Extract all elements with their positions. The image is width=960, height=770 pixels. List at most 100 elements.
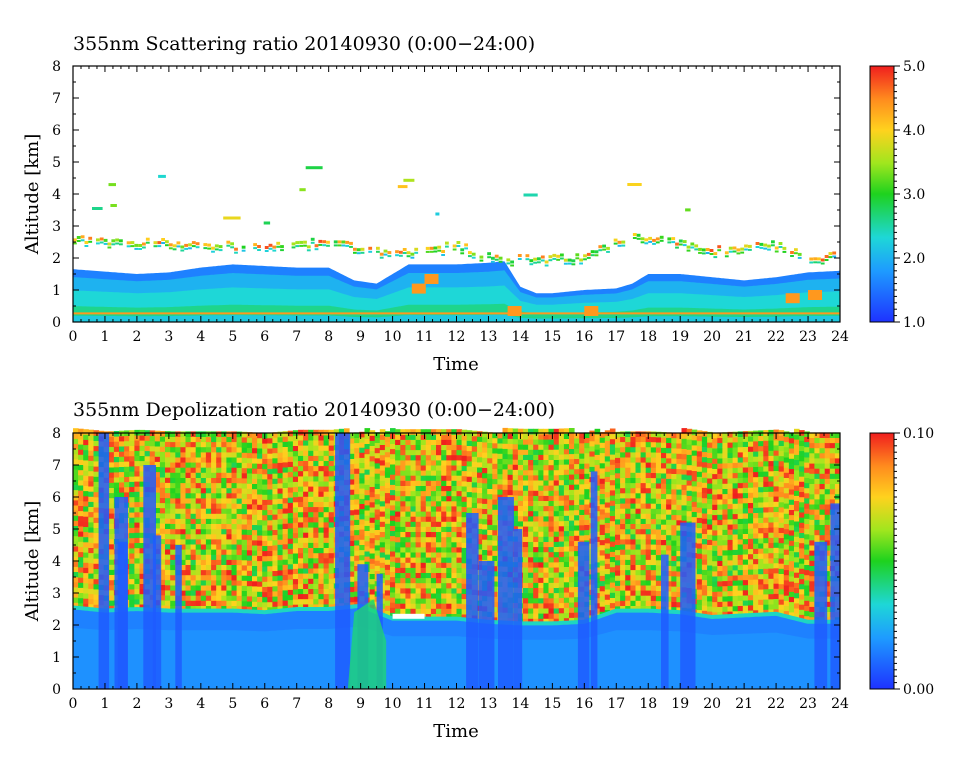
depol-cell <box>425 521 432 527</box>
depol-cell <box>655 472 662 479</box>
depol-cell <box>512 505 519 511</box>
depol-cell <box>471 497 478 503</box>
depol-cell <box>461 455 468 461</box>
depol-cell <box>88 583 94 589</box>
depol-cell <box>676 560 682 567</box>
depol-cell <box>645 523 652 530</box>
depol-cell <box>722 606 728 612</box>
depol-cell <box>533 526 539 532</box>
depol-cell <box>364 453 371 460</box>
depol-cell <box>165 446 171 453</box>
cloud-contour-cell <box>303 244 307 247</box>
depol-cell <box>604 450 611 457</box>
cloud-contour-cell <box>172 248 177 251</box>
depol-cell <box>170 544 176 550</box>
depol-cell <box>477 528 483 535</box>
depol-cell <box>93 491 100 498</box>
depol-cell <box>374 524 381 530</box>
depol-cell <box>436 587 442 594</box>
depol-cell <box>78 459 84 465</box>
depol-cell <box>569 474 575 480</box>
depol-cell <box>159 471 166 478</box>
cloud-contour-cell <box>717 245 722 249</box>
depol-cell <box>190 457 197 463</box>
depol-cell <box>349 458 355 465</box>
cloud-contour-cell <box>360 247 365 251</box>
cloud-contour-cell <box>763 247 768 250</box>
depol-cell <box>456 608 463 614</box>
depol-cell <box>722 493 728 500</box>
depol-cell <box>395 541 401 548</box>
depol-cell <box>553 556 560 563</box>
depol-cell <box>252 586 258 592</box>
cloud-contour-cell <box>280 245 284 249</box>
depol-cell <box>548 474 555 481</box>
depol-cell <box>211 528 217 535</box>
depol-cell <box>533 551 539 558</box>
depol-cell <box>574 591 580 598</box>
depol-cell <box>517 490 524 496</box>
depol-cell <box>666 534 672 541</box>
cloud-contour-cell <box>234 251 238 254</box>
depol-cell <box>686 434 693 440</box>
depol-cell <box>604 589 611 595</box>
depol-cell <box>308 445 314 451</box>
depol-cell <box>645 451 652 458</box>
cloud-contour-cell <box>790 251 794 254</box>
depol-cell <box>221 498 227 504</box>
depol-cell <box>282 523 289 529</box>
depol-cell <box>384 523 391 529</box>
depol-cell <box>696 450 703 457</box>
depol-cell <box>599 565 606 571</box>
depol-cell <box>252 555 258 561</box>
depol-cell <box>666 432 672 438</box>
depol-cell <box>615 483 621 489</box>
depol-cell <box>262 473 268 480</box>
depol-cell <box>533 582 539 588</box>
depol-cell <box>712 576 718 582</box>
depol-cell <box>298 445 304 451</box>
depol-cell <box>574 576 580 582</box>
depol-cell <box>159 579 166 585</box>
depol-cell <box>441 603 447 609</box>
depol-cell <box>722 462 728 469</box>
depol-cell <box>190 579 197 586</box>
depol-cell <box>379 526 386 532</box>
depol-cell <box>492 570 498 577</box>
depol-cell <box>538 495 544 501</box>
depol-cell <box>236 462 243 468</box>
depol-cell <box>410 587 417 594</box>
depol-cell <box>461 608 468 615</box>
cloud-contour-cell <box>583 254 587 258</box>
depol-cell <box>93 568 100 575</box>
depol-cell <box>165 605 171 611</box>
depol-cell <box>384 549 391 555</box>
depol-cell <box>446 521 452 527</box>
cloud-contour-cell <box>291 246 296 249</box>
depol-cell <box>645 528 652 535</box>
depol-cell <box>252 514 258 520</box>
depol-cell <box>517 428 524 435</box>
depol-cell <box>119 481 125 488</box>
depol-cell <box>533 444 539 450</box>
depol-cell <box>430 449 437 456</box>
depol-cell <box>390 428 396 434</box>
depol-cell <box>563 453 570 460</box>
depol-cell <box>430 470 437 476</box>
depol-cell <box>139 522 146 528</box>
depol-cell <box>379 521 386 527</box>
depol-cell <box>267 509 273 516</box>
depol-cell <box>604 583 611 590</box>
depol-cell <box>523 428 529 435</box>
cloud-contour-cell <box>778 246 783 248</box>
depol-cell <box>574 494 580 500</box>
depol-cell <box>221 579 227 586</box>
depol-cell <box>205 462 212 468</box>
depol-cell <box>216 441 222 448</box>
depol-cell <box>635 569 642 576</box>
depol-cell <box>180 518 186 524</box>
depol-cell <box>185 605 192 612</box>
cloud-contour-cell <box>652 238 656 242</box>
depol-cell <box>446 465 452 471</box>
depol-cell <box>359 549 365 556</box>
